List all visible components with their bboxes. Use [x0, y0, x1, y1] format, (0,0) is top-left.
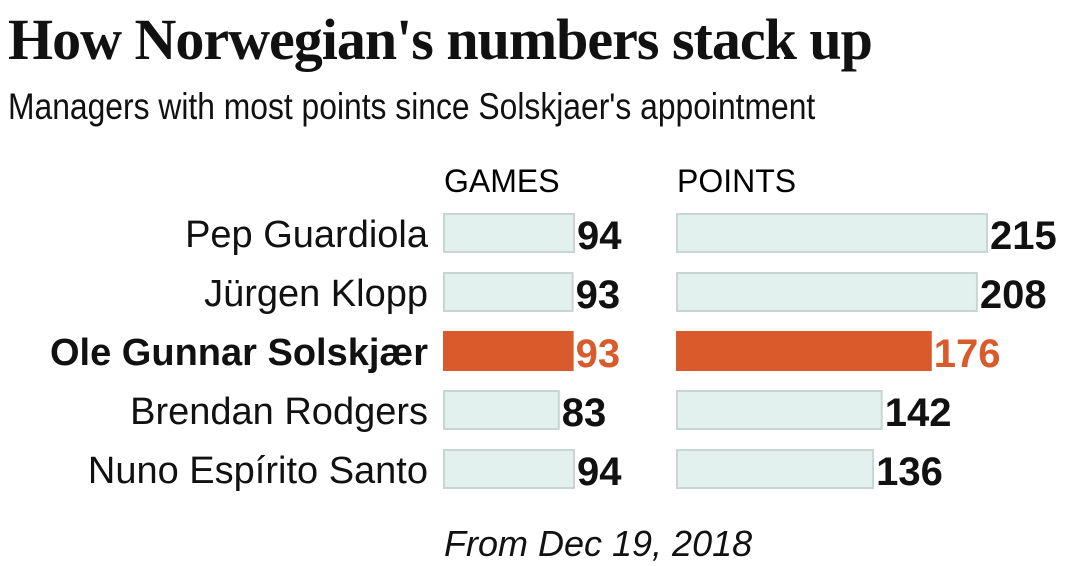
category-label: Ole Gunnar Solskjær — [50, 332, 428, 374]
column-header-points: POINTS — [677, 163, 796, 199]
column-header-games: GAMES — [444, 163, 560, 199]
bar-games — [443, 449, 575, 489]
data-label-points: 142 — [885, 391, 952, 435]
data-label-points: 215 — [990, 214, 1057, 258]
data-label-games: 94 — [577, 450, 622, 494]
data-label-games: 94 — [577, 214, 622, 258]
chart-row: Ole Gunnar Solskjær 93 176 — [50, 331, 1001, 376]
bar-games — [443, 331, 574, 371]
bar-games — [443, 272, 574, 312]
bar-games — [443, 390, 560, 430]
category-label: Jürgen Klopp — [204, 273, 428, 315]
chart-row: Nuno Espírito Santo 94 136 — [88, 449, 943, 494]
chart-row: Brendan Rodgers 83 142 — [130, 390, 952, 435]
data-label-games: 83 — [562, 391, 607, 435]
chart-row: Pep Guardiola 94 215 — [185, 213, 1057, 258]
data-label-games: 93 — [576, 273, 621, 317]
category-label: Pep Guardiola — [185, 214, 429, 256]
data-label-points: 208 — [980, 273, 1047, 317]
bar-points — [676, 272, 978, 312]
chart-row: Jürgen Klopp 93 208 — [204, 272, 1047, 317]
category-label: Brendan Rodgers — [130, 391, 428, 433]
data-label-games: 93 — [576, 332, 621, 376]
bar-games — [443, 213, 575, 253]
data-label-points: 176 — [934, 332, 1001, 376]
bar-points — [676, 331, 932, 371]
data-label-points: 136 — [876, 450, 943, 494]
date-note: From Dec 19, 2018 — [444, 523, 752, 564]
bar-points — [676, 213, 988, 253]
category-label: Nuno Espírito Santo — [88, 450, 428, 492]
chart-title: How Norwegian's numbers stack up — [8, 7, 873, 72]
bar-points — [676, 390, 883, 430]
chart-subtitle: Managers with most points since Solskjae… — [8, 86, 816, 127]
bar-points — [676, 449, 875, 489]
